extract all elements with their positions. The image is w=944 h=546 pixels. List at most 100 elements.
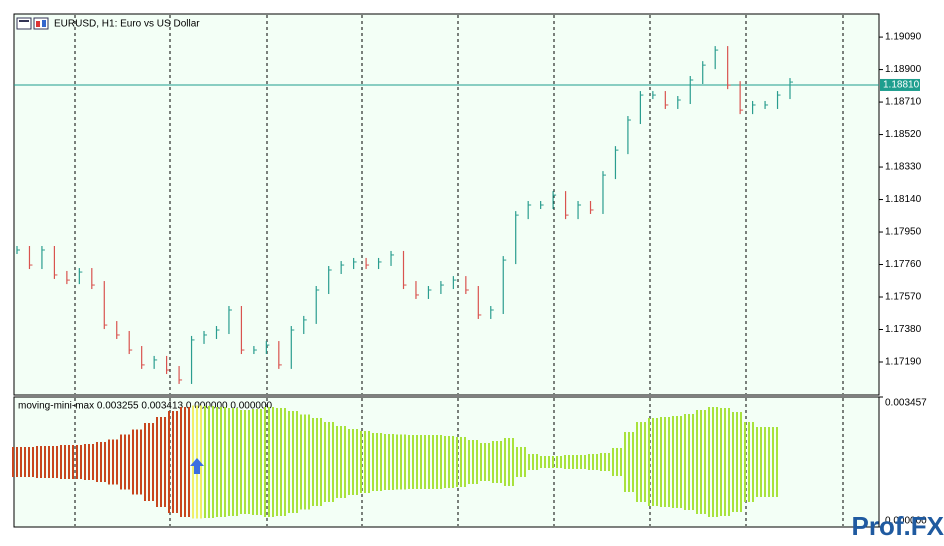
indicator-bar [16, 446, 18, 478]
indicator-bar [144, 423, 146, 501]
indicator-bar [660, 417, 662, 507]
indicator-bar [64, 445, 66, 479]
indicator-bar [488, 443, 490, 481]
indicator-bar [148, 423, 150, 501]
indicator-bar [312, 418, 314, 506]
indicator-bar [472, 440, 474, 484]
indicator-bar [172, 411, 174, 513]
indicator-bar [524, 446, 526, 478]
indicator-bar [336, 426, 338, 498]
indicator-bar [572, 455, 574, 469]
indicator-bar [132, 429, 134, 495]
indicator-bar [152, 423, 154, 501]
indicator-bar [752, 422, 754, 502]
indicator-bar [192, 405, 194, 519]
indicator-bar [680, 416, 682, 508]
indicator-bar [296, 411, 298, 513]
indicator-bar [504, 438, 506, 486]
indicator-bar [404, 434, 406, 490]
indicator-bar [248, 410, 250, 514]
indicator-bar [200, 405, 202, 519]
indicator-bar [188, 407, 190, 517]
indicator-bar [456, 436, 458, 488]
indicator-bar [608, 452, 610, 472]
indicator-bar [436, 434, 438, 490]
indicator-bar [92, 444, 94, 480]
indicator-bar [684, 413, 686, 511]
indicator-bar [544, 456, 546, 468]
indicator-bar [320, 418, 322, 506]
y-tick-label: 1.18140 [885, 194, 922, 205]
indicator-bar [520, 446, 522, 478]
indicator-bar [448, 435, 450, 489]
indicator-bar [400, 434, 402, 490]
indicator-bar [496, 440, 498, 484]
indicator-bar [636, 422, 638, 502]
indicator-tick-label: 0.003457 [885, 398, 927, 409]
y-tick-label: 1.18330 [885, 162, 922, 173]
indicator-bar [212, 406, 214, 518]
indicator-bar [288, 411, 290, 513]
indicator-bar [168, 411, 170, 513]
indicator-bar [712, 407, 714, 517]
indicator-bar [492, 440, 494, 484]
indicator-bar [260, 408, 262, 516]
indicator-bar [72, 445, 74, 479]
y-tick-label: 1.17760 [885, 259, 922, 270]
indicator-bar [672, 416, 674, 508]
indicator-bar [356, 429, 358, 495]
indicator-bar [176, 411, 178, 513]
indicator-bar [20, 446, 22, 478]
indicator-bar [412, 434, 414, 490]
y-tick-label: 1.18710 [885, 97, 922, 108]
indicator-bar [24, 446, 26, 478]
indicator-bar [368, 430, 370, 494]
indicator-bar [480, 443, 482, 481]
icon [33, 17, 49, 30]
indicator-bar [236, 407, 238, 517]
indicator-bar [112, 439, 114, 485]
indicator-bar [464, 436, 466, 488]
indicator-bar [744, 422, 746, 502]
indicator-bar [716, 407, 718, 517]
chart-title: EURUSD, H1: Euro vs US Dollar [54, 19, 200, 30]
indicator-bar [128, 434, 130, 490]
indicator-bar [308, 414, 310, 510]
indicator-bar [416, 434, 418, 490]
indicator-bar [380, 433, 382, 491]
indicator-bar [632, 432, 634, 492]
indicator-bar [700, 410, 702, 514]
indicator-bar [328, 422, 330, 502]
indicator-bar [604, 452, 606, 472]
indicator-bar [484, 443, 486, 481]
indicator-bar [580, 455, 582, 469]
indicator-bar [220, 407, 222, 517]
indicator-bar [384, 434, 386, 490]
indicator-bar [376, 433, 378, 491]
indicator-bar [556, 456, 558, 468]
indicator-bar [592, 454, 594, 470]
indicator-bar [68, 445, 70, 479]
indicator-bar [360, 430, 362, 494]
indicator-bar [564, 455, 566, 469]
indicator-bar [272, 407, 274, 517]
indicator-bar [656, 418, 658, 506]
indicator-bar [136, 429, 138, 495]
indicator-bar [140, 429, 142, 495]
indicator-bar [552, 456, 554, 468]
indicator-label: moving-mini-max 0.003255 0.003413 0.0000… [18, 401, 273, 412]
indicator-bar [624, 432, 626, 492]
indicator-bar [652, 418, 654, 506]
indicator-bar [408, 434, 410, 490]
indicator-bar [628, 432, 630, 492]
indicator-bar [224, 407, 226, 517]
indicator-bar [452, 435, 454, 489]
indicator-bar [160, 417, 162, 507]
indicator-plot [13, 396, 880, 528]
y-tick-label: 1.18520 [885, 129, 922, 140]
indicator-bar [724, 407, 726, 517]
indicator-bar [32, 446, 34, 478]
indicator-bar [108, 439, 110, 485]
indicator-bar [244, 410, 246, 514]
indicator-bar [52, 445, 54, 479]
